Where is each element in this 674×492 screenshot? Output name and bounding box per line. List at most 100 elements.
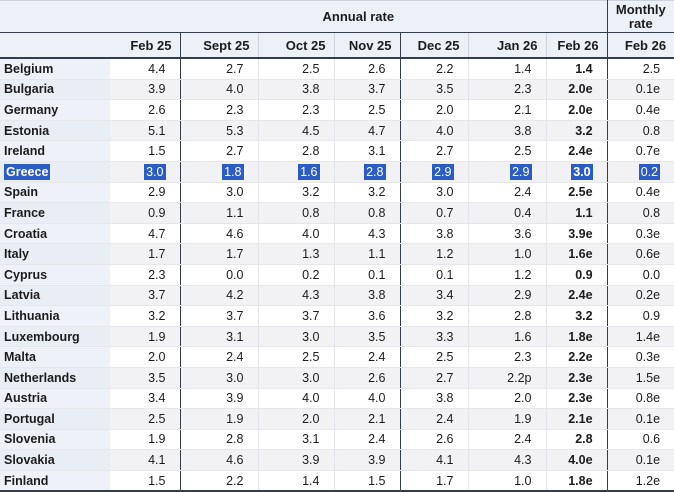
- value-cell[interactable]: 2.4: [467, 182, 546, 204]
- value-cell[interactable]: 3.0: [399, 182, 468, 204]
- value-cell[interactable]: 1.5e: [606, 367, 674, 389]
- country-label[interactable]: Slovakia: [0, 449, 110, 471]
- value-cell[interactable]: 3.7: [110, 285, 180, 307]
- value-cell[interactable]: 3.1: [179, 326, 258, 348]
- value-cell[interactable]: 4.6: [179, 449, 258, 471]
- value-cell[interactable]: 0.2: [606, 161, 674, 183]
- value-cell[interactable]: 3.9: [110, 79, 180, 101]
- value-cell[interactable]: 5.1: [110, 120, 180, 142]
- value-cell[interactable]: 3.9e: [545, 223, 608, 245]
- value-cell[interactable]: 0.1e: [606, 79, 674, 101]
- value-cell[interactable]: 3.9: [257, 449, 334, 471]
- value-cell[interactable]: 1.1: [545, 202, 608, 224]
- value-cell[interactable]: 0.8: [257, 202, 334, 224]
- value-cell[interactable]: 4.3: [467, 449, 546, 471]
- value-cell[interactable]: 3.6: [333, 305, 400, 327]
- value-cell[interactable]: 3.2: [399, 305, 468, 327]
- country-label[interactable]: Portugal: [0, 408, 110, 430]
- value-cell[interactable]: 1.2: [467, 264, 546, 286]
- value-cell[interactable]: 2.5e: [545, 182, 608, 204]
- value-cell[interactable]: 2.6: [110, 99, 180, 121]
- value-cell[interactable]: 2.8: [257, 140, 334, 162]
- value-cell[interactable]: 1.9: [110, 429, 180, 451]
- value-cell[interactable]: 4.0e: [545, 449, 608, 471]
- value-cell[interactable]: 2.4: [179, 346, 258, 368]
- value-cell[interactable]: 0.2e: [606, 285, 674, 307]
- value-cell[interactable]: 2.1: [467, 99, 546, 121]
- value-cell[interactable]: 3.4: [399, 285, 468, 307]
- value-cell[interactable]: 2.5: [606, 58, 674, 80]
- value-cell[interactable]: 2.5: [333, 99, 400, 121]
- value-cell[interactable]: 2.7: [179, 58, 258, 80]
- value-cell[interactable]: 2.6: [399, 429, 468, 451]
- value-cell[interactable]: 2.3: [467, 79, 546, 101]
- country-label[interactable]: Germany: [0, 99, 110, 121]
- value-cell[interactable]: 0.2: [257, 264, 334, 286]
- value-cell[interactable]: 3.0: [179, 182, 258, 204]
- country-label[interactable]: Malta: [0, 346, 110, 368]
- country-label[interactable]: Lithuania: [0, 305, 110, 327]
- value-cell[interactable]: 0.9: [606, 305, 674, 327]
- value-cell[interactable]: 1.6: [257, 161, 334, 183]
- value-cell[interactable]: 4.1: [399, 449, 468, 471]
- value-cell[interactable]: 2.5: [467, 140, 546, 162]
- value-cell[interactable]: 1.9: [179, 408, 258, 430]
- value-cell[interactable]: 0.3e: [606, 223, 674, 245]
- value-cell[interactable]: 0.3e: [606, 346, 674, 368]
- value-cell[interactable]: 2.7: [399, 367, 468, 389]
- country-label[interactable]: Slovenia: [0, 429, 110, 451]
- value-cell[interactable]: 0.8: [606, 120, 674, 142]
- value-cell[interactable]: 2.6: [333, 367, 400, 389]
- value-cell[interactable]: 1.8e: [545, 470, 608, 492]
- value-cell[interactable]: 0.4e: [606, 182, 674, 204]
- value-cell[interactable]: 1.1: [179, 202, 258, 224]
- value-cell[interactable]: 2.5: [110, 408, 180, 430]
- value-cell[interactable]: 3.0: [257, 326, 334, 348]
- value-cell[interactable]: 1.6e: [545, 243, 608, 265]
- value-cell[interactable]: 2.0: [257, 408, 334, 430]
- value-cell[interactable]: 0.7: [399, 202, 468, 224]
- value-cell[interactable]: 2.4e: [545, 140, 608, 162]
- value-cell[interactable]: 3.7: [179, 305, 258, 327]
- value-cell[interactable]: 3.7: [257, 305, 334, 327]
- value-cell[interactable]: 2.3: [110, 264, 180, 286]
- value-cell[interactable]: 3.8: [399, 388, 468, 410]
- value-cell[interactable]: 3.0: [110, 161, 180, 183]
- value-cell[interactable]: 4.5: [257, 120, 334, 142]
- country-label[interactable]: Spain: [0, 182, 110, 204]
- value-cell[interactable]: 1.5: [110, 140, 180, 162]
- value-cell[interactable]: 1.9: [467, 408, 546, 430]
- value-cell[interactable]: 1.3: [257, 243, 334, 265]
- value-cell[interactable]: 2.4: [399, 408, 468, 430]
- value-cell[interactable]: 2.3e: [545, 388, 608, 410]
- value-cell[interactable]: 0.0: [179, 264, 258, 286]
- value-cell[interactable]: 2.1: [333, 408, 400, 430]
- value-cell[interactable]: 4.6: [179, 223, 258, 245]
- country-label[interactable]: Latvia: [0, 285, 110, 307]
- value-cell[interactable]: 3.8: [333, 285, 400, 307]
- value-cell[interactable]: 0.6: [606, 429, 674, 451]
- value-cell[interactable]: 0.1: [399, 264, 468, 286]
- value-cell[interactable]: 2.3: [179, 99, 258, 121]
- value-cell[interactable]: 2.0: [110, 346, 180, 368]
- country-label[interactable]: Estonia: [0, 120, 110, 142]
- value-cell[interactable]: 0.1: [333, 264, 400, 286]
- value-cell[interactable]: 0.8e: [606, 388, 674, 410]
- value-cell[interactable]: 2.3: [467, 346, 546, 368]
- value-cell[interactable]: 0.6e: [606, 243, 674, 265]
- value-cell[interactable]: 2.0e: [545, 99, 608, 121]
- value-cell[interactable]: 4.0: [333, 388, 400, 410]
- value-cell[interactable]: 3.2: [257, 182, 334, 204]
- value-cell[interactable]: 2.2p: [467, 367, 546, 389]
- value-cell[interactable]: 0.1e: [606, 449, 674, 471]
- value-cell[interactable]: 1.6: [467, 326, 546, 348]
- value-cell[interactable]: 1.4e: [606, 326, 674, 348]
- value-cell[interactable]: 4.3: [257, 285, 334, 307]
- value-cell[interactable]: 2.7: [399, 140, 468, 162]
- country-label[interactable]: Ireland: [0, 140, 110, 162]
- value-cell[interactable]: 1.8e: [545, 326, 608, 348]
- value-cell[interactable]: 3.2: [545, 305, 608, 327]
- value-cell[interactable]: 2.3: [257, 99, 334, 121]
- value-cell[interactable]: 2.8: [467, 305, 546, 327]
- value-cell[interactable]: 2.6: [333, 58, 400, 80]
